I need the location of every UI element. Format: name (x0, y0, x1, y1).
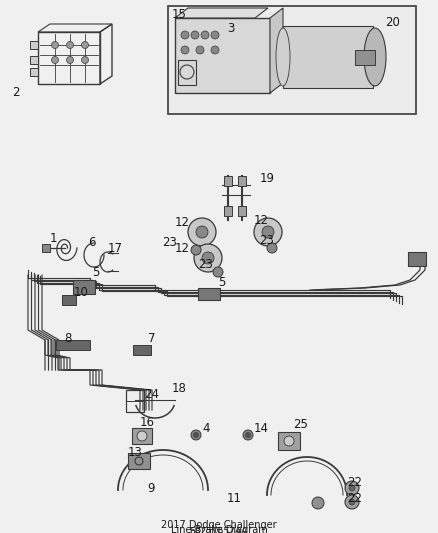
Bar (224, 206, 232, 216)
Bar (224, 176, 232, 186)
Circle shape (194, 244, 222, 272)
Circle shape (188, 218, 216, 246)
Text: 11: 11 (227, 491, 242, 505)
Circle shape (349, 499, 355, 505)
Text: 19: 19 (260, 172, 275, 184)
Text: 2017 Dodge Challenger: 2017 Dodge Challenger (161, 520, 277, 530)
Bar (42, 244, 50, 252)
Bar (238, 206, 246, 216)
Circle shape (191, 245, 201, 255)
Bar (408, 252, 426, 266)
Circle shape (181, 31, 189, 39)
Circle shape (52, 42, 59, 49)
Text: 22: 22 (347, 475, 362, 489)
Text: 68257657AA: 68257657AA (190, 527, 248, 533)
Bar (128, 453, 150, 469)
Bar (132, 428, 152, 444)
Text: 13: 13 (128, 446, 143, 458)
Circle shape (52, 56, 59, 63)
Circle shape (246, 432, 251, 438)
Circle shape (201, 31, 209, 39)
Text: 5: 5 (218, 276, 226, 288)
Circle shape (67, 42, 74, 49)
Text: 12: 12 (254, 214, 269, 227)
Bar (133, 345, 151, 355)
Bar (56, 340, 90, 350)
Text: 24: 24 (144, 389, 159, 401)
Bar (283, 26, 373, 88)
Text: 15: 15 (172, 7, 187, 20)
Text: 1: 1 (50, 231, 57, 245)
Bar (278, 432, 300, 450)
Circle shape (81, 42, 88, 49)
Text: Line-Brake Diagram: Line-Brake Diagram (171, 525, 267, 533)
Text: 23: 23 (198, 259, 213, 271)
Circle shape (196, 226, 208, 238)
Text: 8: 8 (64, 332, 71, 344)
Polygon shape (175, 8, 268, 18)
Text: 4: 4 (202, 422, 209, 434)
Bar (198, 288, 220, 300)
Text: 23: 23 (162, 237, 177, 249)
Circle shape (262, 226, 274, 238)
Text: 10: 10 (74, 286, 89, 298)
Bar (175, 18, 270, 93)
Bar (30, 56, 38, 64)
Ellipse shape (276, 28, 290, 86)
Text: 7: 7 (148, 332, 155, 344)
Text: 23: 23 (259, 233, 274, 246)
Text: 14: 14 (254, 422, 269, 434)
Bar (126, 390, 144, 412)
Text: 16: 16 (140, 416, 155, 429)
Text: 3: 3 (227, 21, 234, 35)
Bar (38, 32, 100, 84)
Text: 9: 9 (147, 481, 155, 495)
Circle shape (345, 495, 359, 509)
Circle shape (194, 432, 198, 438)
Text: 6: 6 (88, 236, 95, 248)
Text: 18: 18 (172, 382, 187, 394)
Bar (178, 60, 196, 85)
Circle shape (267, 243, 277, 253)
Text: 17: 17 (108, 241, 123, 254)
Circle shape (345, 481, 359, 495)
Circle shape (312, 497, 324, 509)
Circle shape (213, 267, 223, 277)
Circle shape (191, 31, 199, 39)
Text: 12: 12 (175, 215, 190, 229)
Text: 20: 20 (385, 15, 400, 28)
Circle shape (196, 46, 204, 54)
Polygon shape (270, 8, 283, 93)
Bar (30, 68, 38, 76)
Text: 25: 25 (293, 418, 308, 432)
Text: 2: 2 (12, 85, 20, 99)
Circle shape (243, 430, 253, 440)
Circle shape (67, 56, 74, 63)
Circle shape (211, 31, 219, 39)
Circle shape (181, 46, 189, 54)
Bar (355, 50, 375, 65)
Ellipse shape (364, 28, 386, 86)
Circle shape (349, 485, 355, 491)
Text: 22: 22 (347, 491, 362, 505)
Circle shape (211, 46, 219, 54)
Text: 5: 5 (92, 265, 99, 279)
Text: 12: 12 (175, 241, 190, 254)
Circle shape (254, 218, 282, 246)
Circle shape (81, 56, 88, 63)
Circle shape (191, 430, 201, 440)
Circle shape (202, 252, 214, 264)
Bar (30, 41, 38, 49)
Bar (73, 280, 95, 294)
Circle shape (284, 436, 294, 446)
Circle shape (137, 431, 147, 441)
Bar (238, 176, 246, 186)
Bar (62, 295, 76, 305)
Bar (168, 6, 416, 114)
